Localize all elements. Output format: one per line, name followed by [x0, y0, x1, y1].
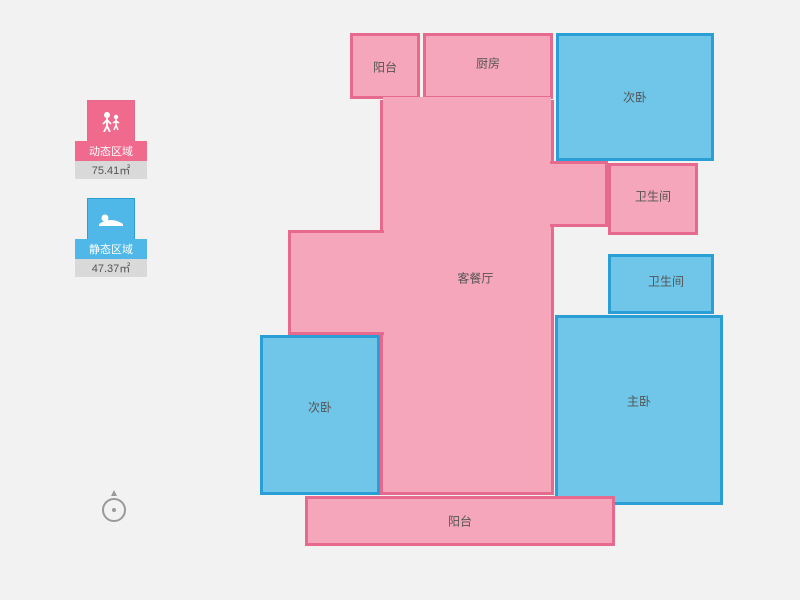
room-label-living: 客餐厅	[457, 270, 493, 287]
floorplan-canvas: 动态区域 75.41㎡ 静态区域 47.37㎡ 阳台厨房次卧客餐厅卫生间卫生间次…	[0, 0, 800, 600]
sleep-icon-svg	[97, 210, 125, 228]
room-bedroom-2-top: 次卧	[556, 33, 714, 161]
legend-dynamic-value: 75.41㎡	[75, 161, 147, 179]
seam-patch	[548, 164, 556, 224]
room-label-bath-1: 卫生间	[635, 187, 671, 204]
room-label-master-bedroom: 主卧	[627, 392, 651, 409]
legend-dynamic-title: 动态区域	[75, 141, 147, 161]
compass-icon	[100, 490, 128, 518]
room-living-upper-r	[550, 161, 608, 227]
room-label-bedroom-2-top: 次卧	[623, 89, 647, 106]
room-living: 客餐厅	[380, 100, 554, 495]
room-master-bedroom: 主卧	[555, 315, 723, 505]
people-icon	[87, 100, 135, 142]
room-bath-1: 卫生间	[608, 163, 698, 235]
room-bath-2: 卫生间	[608, 254, 714, 314]
room-living-left	[288, 230, 384, 335]
room-bedroom-2-left: 次卧	[260, 335, 380, 495]
room-balcony-bottom: 阳台	[305, 496, 615, 546]
people-icon-svg	[98, 110, 124, 132]
sleep-icon	[87, 198, 135, 240]
seam-patch	[380, 233, 386, 332]
legend-static-title: 静态区域	[75, 239, 147, 259]
room-label-bedroom-2-left: 次卧	[308, 399, 332, 416]
room-label-balcony-bottom: 阳台	[448, 513, 472, 530]
room-label-kitchen: 厨房	[476, 55, 500, 72]
legend-static: 静态区域 47.37㎡	[75, 198, 147, 277]
room-balcony-top: 阳台	[350, 33, 420, 99]
legend-dynamic: 动态区域 75.41㎡	[75, 100, 147, 179]
room-kitchen: 厨房	[423, 33, 553, 99]
seam-patch	[383, 97, 551, 105]
room-label-balcony-top: 阳台	[373, 59, 397, 76]
legend-static-value: 47.37㎡	[75, 259, 147, 277]
room-label-bath-2: 卫生间	[648, 273, 684, 290]
